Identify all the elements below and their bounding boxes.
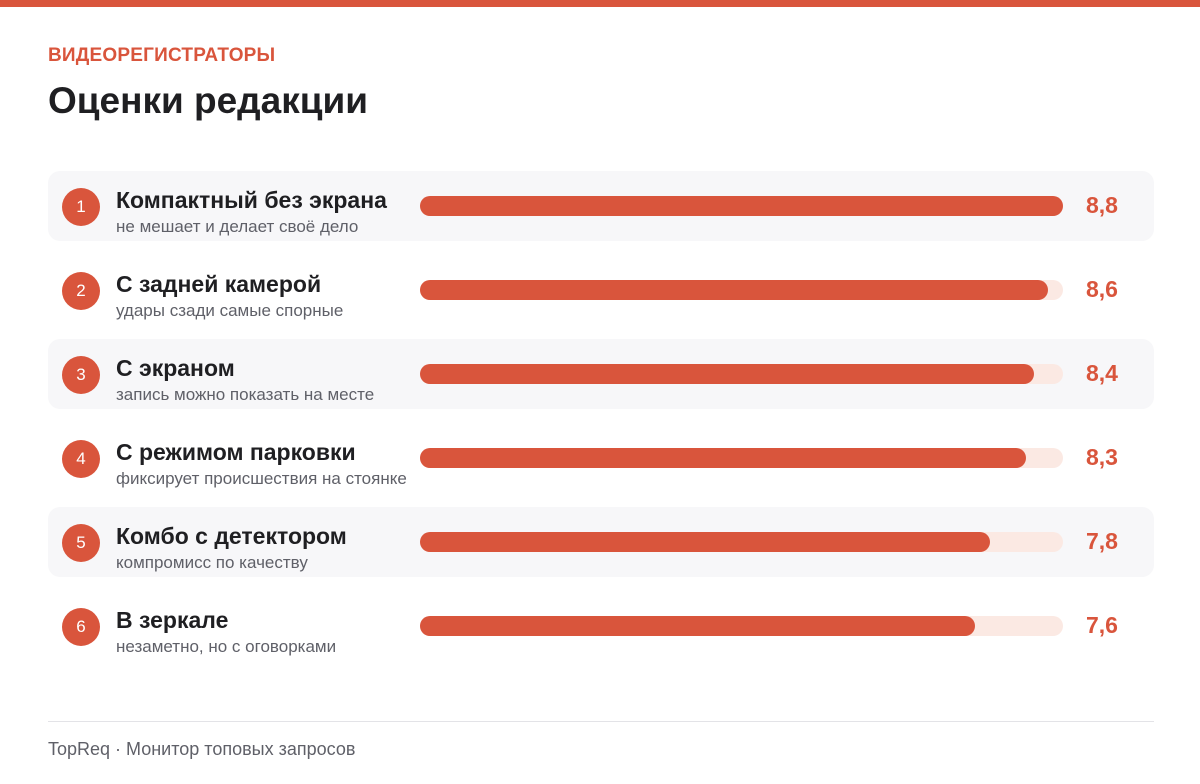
- ratings-chart: 1 Компактный без экрана не мешает и дела…: [48, 171, 1154, 675]
- footer-divider: [48, 721, 1154, 722]
- item-name: С режимом парковки: [116, 439, 356, 465]
- item-name: Компактный без экрана: [116, 187, 387, 213]
- item-name: В зеркале: [116, 607, 229, 633]
- item-description: не мешает и делает своё дело: [116, 217, 359, 236]
- item-description: запись можно показать на месте: [116, 385, 375, 404]
- value-label: 8,3: [1086, 444, 1118, 470]
- rating-row: 5 Комбо с детектором компромисс по качес…: [48, 507, 1154, 577]
- rank-badge: 1: [62, 188, 100, 226]
- item-name: С задней камерой: [116, 271, 322, 297]
- rating-row: 1 Компактный без экрана не мешает и дела…: [48, 171, 1154, 241]
- item-name: Комбо с детектором: [116, 523, 347, 549]
- bar-track: [420, 280, 1063, 300]
- rating-row: 2 С задней камерой удары сзади самые спо…: [48, 255, 1154, 325]
- value-label: 8,8: [1086, 192, 1118, 218]
- item-description: удары сзади самые спорные: [116, 301, 344, 320]
- bar-fill: [420, 280, 1048, 300]
- bar-fill: [420, 196, 1063, 216]
- item-name: С экраном: [116, 355, 235, 381]
- footer-source: TopReq · Монитор топовых запросов: [48, 739, 356, 759]
- rank-badge: 4: [62, 440, 100, 478]
- bar-track: [420, 616, 1063, 636]
- bar-fill: [420, 616, 975, 636]
- item-description: компромисс по качеству: [116, 553, 308, 572]
- item-description: незаметно, но с оговорками: [116, 637, 337, 656]
- rank-badge: 3: [62, 356, 100, 394]
- rating-row: 4 С режимом парковки фиксирует происшест…: [48, 423, 1154, 493]
- bar-fill: [420, 364, 1034, 384]
- bar-fill: [420, 448, 1026, 468]
- bar-fill: [420, 532, 990, 552]
- value-label: 7,8: [1086, 528, 1118, 554]
- bar-track: [420, 364, 1063, 384]
- rank-badge: 6: [62, 608, 100, 646]
- value-label: 7,6: [1086, 612, 1118, 638]
- rating-row: 3 С экраном запись можно показать на мес…: [48, 339, 1154, 409]
- value-label: 8,6: [1086, 276, 1118, 302]
- rating-row: 6 В зеркале незаметно, но с оговорками 7…: [48, 591, 1154, 661]
- bar-track: [420, 532, 1063, 552]
- category-kicker: ВИДЕОРЕГИСТРАТОРЫ: [48, 45, 276, 66]
- item-description: фиксирует происшествия на стоянке: [116, 469, 407, 488]
- bar-track: [420, 196, 1063, 216]
- top-accent-bar: [0, 0, 1200, 7]
- rank-badge: 2: [62, 272, 100, 310]
- bar-track: [420, 448, 1063, 468]
- value-label: 8,4: [1086, 360, 1118, 386]
- rank-badge: 5: [62, 524, 100, 562]
- page-title: Оценки редакции: [48, 80, 368, 121]
